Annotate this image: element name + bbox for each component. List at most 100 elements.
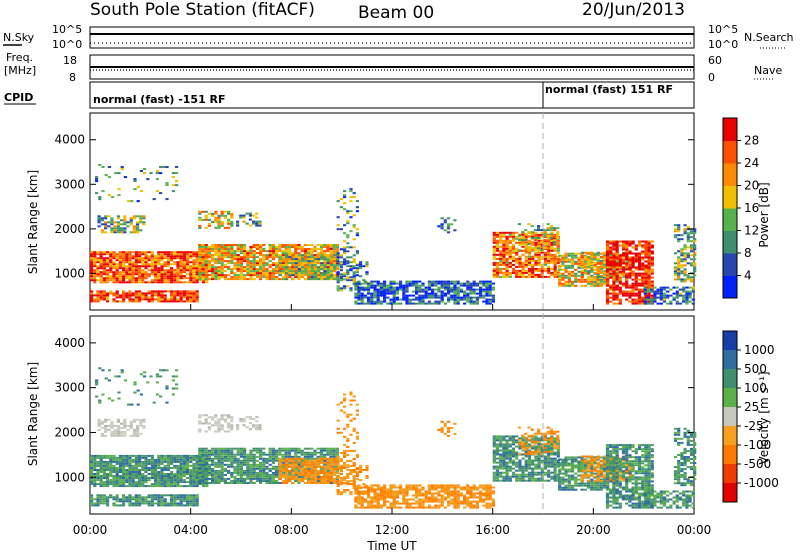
power-cell xyxy=(102,259,106,262)
power-cell xyxy=(243,254,247,257)
power-cell xyxy=(556,251,560,254)
velocity-cell xyxy=(252,482,256,484)
power-cell xyxy=(134,257,138,260)
power-cell xyxy=(259,244,263,246)
power-cell xyxy=(139,215,143,218)
power-cell xyxy=(453,298,457,301)
power-cell xyxy=(157,300,161,303)
power-cell xyxy=(133,178,137,181)
velocity-cell xyxy=(268,469,272,472)
power-cell xyxy=(596,278,600,281)
power-cell xyxy=(150,269,154,272)
power-cell xyxy=(278,244,282,246)
velocity-cell xyxy=(157,504,161,507)
power-cell xyxy=(128,281,132,284)
power-cell xyxy=(644,266,648,269)
velocity-cell xyxy=(186,477,190,479)
power-cell xyxy=(179,253,183,256)
velocity-cell xyxy=(186,462,190,465)
power-cell xyxy=(689,248,694,251)
power-cell xyxy=(609,269,613,272)
power-cell xyxy=(593,271,597,274)
power-cell xyxy=(195,300,199,303)
power-cell xyxy=(214,246,218,248)
velocity-cell xyxy=(93,498,97,501)
power-cell xyxy=(122,269,126,272)
power-cell xyxy=(583,260,587,263)
power-cell xyxy=(271,274,275,277)
velocity-cell xyxy=(265,480,269,482)
velocity-cell xyxy=(150,471,154,473)
power-cell xyxy=(550,267,554,270)
velocity-cell xyxy=(93,469,97,471)
power-cell xyxy=(628,294,632,297)
power-cell xyxy=(521,263,525,266)
velocity-cell xyxy=(255,463,259,466)
power-cell xyxy=(114,172,118,175)
power-cell xyxy=(625,250,629,253)
power-cell xyxy=(680,258,684,261)
power-cell xyxy=(431,292,435,295)
power-cell xyxy=(561,254,565,257)
power-cell xyxy=(198,258,202,261)
velocity-cell xyxy=(118,485,122,488)
power-cell xyxy=(227,218,231,221)
power-cell xyxy=(646,296,651,299)
power-cell xyxy=(332,250,336,253)
velocity-cell xyxy=(198,449,202,452)
velocity-cell xyxy=(233,447,237,450)
velocity-cell xyxy=(134,471,138,473)
power-cell xyxy=(580,280,584,283)
power-cell xyxy=(106,273,110,276)
power-cell xyxy=(109,279,113,282)
power-cell xyxy=(527,251,532,254)
power-cell xyxy=(389,298,393,301)
velocity-cell xyxy=(249,471,253,474)
velocity-cell xyxy=(259,469,263,472)
velocity-cell xyxy=(252,463,256,466)
power-cell xyxy=(160,281,164,284)
power-cell xyxy=(112,251,116,254)
power-cell xyxy=(570,254,575,257)
velocity-cell xyxy=(99,477,103,479)
power-cell xyxy=(570,256,575,259)
velocity-cell xyxy=(271,480,275,482)
power-cell xyxy=(154,298,158,301)
velocity-cell xyxy=(131,469,135,471)
power-cell xyxy=(686,234,690,237)
velocity-cell xyxy=(144,477,148,479)
power-cell xyxy=(685,302,689,305)
power-cell xyxy=(644,250,648,253)
power-cell xyxy=(239,266,243,269)
velocity-cell xyxy=(186,494,190,497)
velocity-cell xyxy=(157,460,161,463)
power-cell xyxy=(659,288,663,291)
velocity-cell xyxy=(128,502,132,505)
power-cell xyxy=(647,300,651,303)
velocity-cell xyxy=(96,454,100,457)
power-cell xyxy=(459,284,463,287)
power-cell xyxy=(166,273,170,276)
power-cell xyxy=(336,264,340,267)
velocity-cell xyxy=(128,479,132,482)
power-cell xyxy=(618,256,622,259)
power-cell xyxy=(202,273,206,276)
power-cell xyxy=(319,244,323,246)
power-cell xyxy=(313,260,318,263)
power-cell xyxy=(427,292,431,295)
colorbar-tick-label: 12 xyxy=(744,224,759,238)
power-cell xyxy=(534,253,538,256)
power-cell xyxy=(408,302,412,305)
velocity-cell xyxy=(179,496,183,499)
velocity-cell xyxy=(227,463,231,466)
velocity-cell xyxy=(115,481,119,484)
power-cell xyxy=(294,266,298,269)
velocity-cell xyxy=(179,481,183,484)
power-cell xyxy=(335,266,339,269)
velocity-cell xyxy=(198,473,202,476)
power-cell xyxy=(622,275,626,278)
power-cell xyxy=(615,292,619,295)
power-cell xyxy=(558,268,562,271)
power-cell xyxy=(144,298,148,301)
power-cell xyxy=(499,237,503,240)
